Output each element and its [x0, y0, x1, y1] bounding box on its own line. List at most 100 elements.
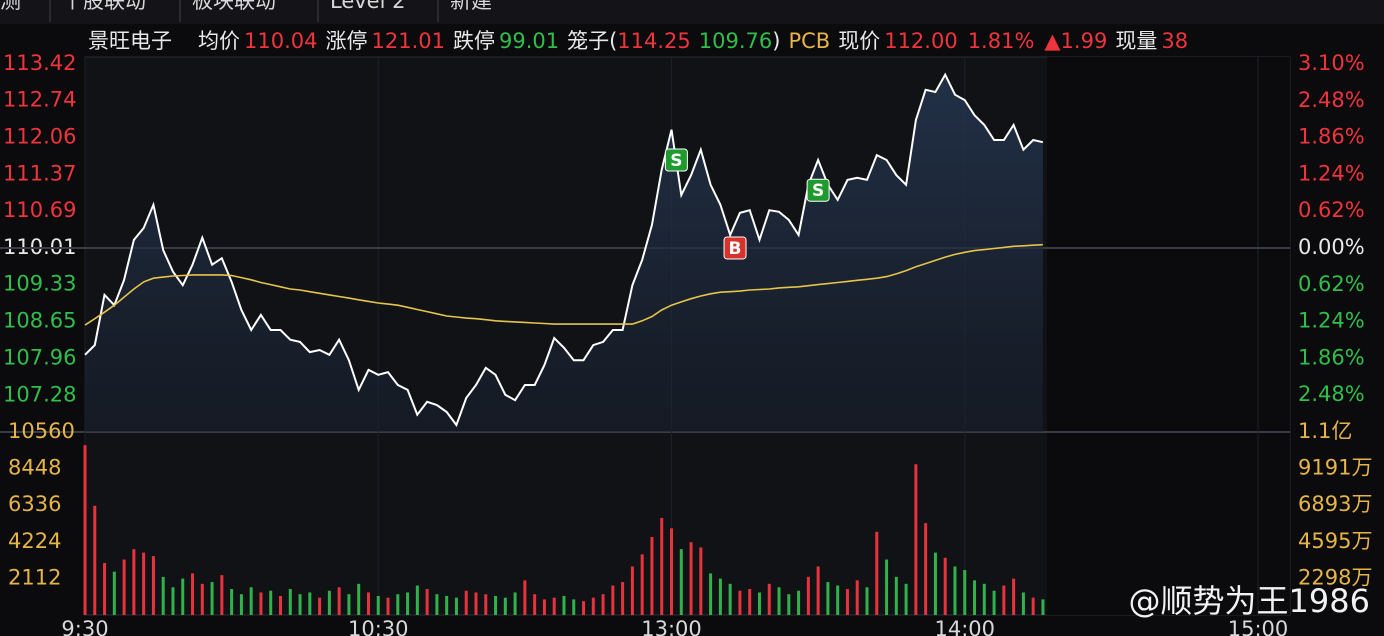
plot: 9:30 10:30 13:00 14:00 15:00 113.42 112.74 112.… — [0, 51, 1372, 636]
stock-name: 景旺电子 — [88, 29, 172, 53]
volume-bar — [679, 549, 683, 615]
volume-bar — [103, 563, 107, 615]
volume-bar — [601, 594, 605, 615]
y-tick-label: 111.37 — [3, 162, 76, 186]
volume-bar — [288, 589, 292, 615]
volume-bar — [767, 583, 771, 615]
volume-bar — [816, 566, 820, 615]
volume-bar — [845, 589, 849, 615]
volume-bar — [894, 576, 898, 615]
trade-marker-label: B — [729, 239, 742, 259]
volume-bar — [435, 594, 439, 615]
volume-bar — [171, 587, 175, 615]
volume-bar — [191, 573, 195, 615]
volume-bar — [523, 580, 527, 615]
volume-bar — [454, 597, 458, 615]
volume-bar — [366, 592, 370, 615]
volume-bar — [806, 576, 810, 615]
volume-bar — [885, 559, 889, 615]
volume-bar — [484, 594, 488, 615]
y-tick-label: 110.01 — [3, 235, 76, 259]
volume-bar — [982, 583, 986, 615]
volume-bar — [621, 582, 625, 615]
sector: PCB — [788, 29, 830, 53]
volume-bar — [249, 587, 253, 615]
tab[interactable]: 个股联动 — [62, 0, 146, 13]
y2-tick-label: 1.86% — [1298, 125, 1365, 149]
tab[interactable]: 测 — [0, 0, 21, 13]
value: 112.00 — [884, 29, 957, 53]
amount-tick-label: 1.1亿 — [1298, 419, 1352, 443]
volume-tick-label: 8448 — [8, 456, 61, 480]
future-area — [1047, 57, 1290, 615]
value: 121.01 — [371, 29, 444, 53]
volume-bar — [865, 587, 869, 615]
volume-bar — [376, 595, 380, 615]
volume-bar — [151, 556, 155, 615]
volume-bar — [239, 594, 243, 615]
volume-bar — [728, 583, 732, 615]
volume-bar — [122, 559, 126, 615]
value: 1.81% — [968, 29, 1035, 53]
price-area — [85, 74, 1043, 432]
volume-bar — [269, 590, 273, 615]
volume-bar — [406, 592, 410, 615]
value: 38 — [1161, 29, 1188, 53]
y2-tick-label: 3.10% — [1298, 51, 1365, 75]
tab[interactable]: 新建 — [450, 0, 492, 13]
volume-bar — [904, 583, 908, 615]
trade-marker-label: S — [670, 151, 682, 171]
volume-bar — [748, 589, 752, 615]
label: ) — [772, 29, 780, 53]
volume-bar — [93, 505, 97, 615]
y2-tick-label: 0.62% — [1298, 272, 1365, 296]
label: 现价 — [838, 29, 880, 53]
volume-bar — [660, 517, 664, 615]
volume-bar — [1041, 599, 1045, 615]
watermark: @顺势为王1986 — [1129, 582, 1370, 620]
value: 114.25 — [617, 29, 690, 53]
volume-bar — [973, 580, 977, 615]
tab[interactable]: Level 2 — [330, 0, 405, 13]
volume-bar — [797, 590, 801, 615]
volume-bar — [142, 552, 146, 615]
amount-tick-label: 9191万 — [1298, 456, 1372, 480]
volume-bar — [337, 587, 341, 615]
volume-tick-label: 4224 — [8, 529, 61, 553]
volume-bar — [230, 589, 234, 615]
tab[interactable]: 板块联动 — [192, 0, 276, 13]
volume-bar — [542, 599, 546, 615]
trade-marker — [806, 178, 830, 202]
volume-bar — [611, 585, 615, 615]
volume-bar — [552, 597, 556, 615]
volume-bar — [709, 573, 713, 615]
trade-marker — [664, 148, 688, 172]
x-tick-label: 10:30 — [348, 617, 409, 636]
value: 99.01 — [499, 29, 559, 53]
volume-bar — [836, 585, 840, 615]
volume-bar — [591, 597, 595, 615]
volume-bar — [875, 531, 879, 615]
volume-bar — [855, 580, 859, 615]
x-tick-label: 14:00 — [934, 617, 995, 636]
label: 跌停 — [453, 29, 495, 53]
volume-bar — [689, 542, 693, 615]
volume-bar — [132, 549, 136, 615]
volume-bar — [327, 590, 331, 615]
volume-bar — [582, 601, 586, 615]
tab-bar — [0, 0, 1384, 24]
volume-bar — [914, 464, 918, 615]
volume-bar — [318, 597, 322, 615]
y-tick-label: 109.33 — [3, 272, 76, 296]
volume-bar — [1021, 592, 1025, 615]
volume-bar — [992, 590, 996, 615]
value: 110.04 — [244, 29, 317, 53]
volume-bar — [953, 566, 957, 615]
y-tick-label: 110.69 — [3, 198, 76, 222]
volume-bar — [787, 594, 791, 615]
volume-bar — [738, 590, 742, 615]
volume-tick-label: 2112 — [8, 565, 61, 589]
volume-bar — [572, 599, 576, 615]
volume-bar — [963, 569, 967, 615]
